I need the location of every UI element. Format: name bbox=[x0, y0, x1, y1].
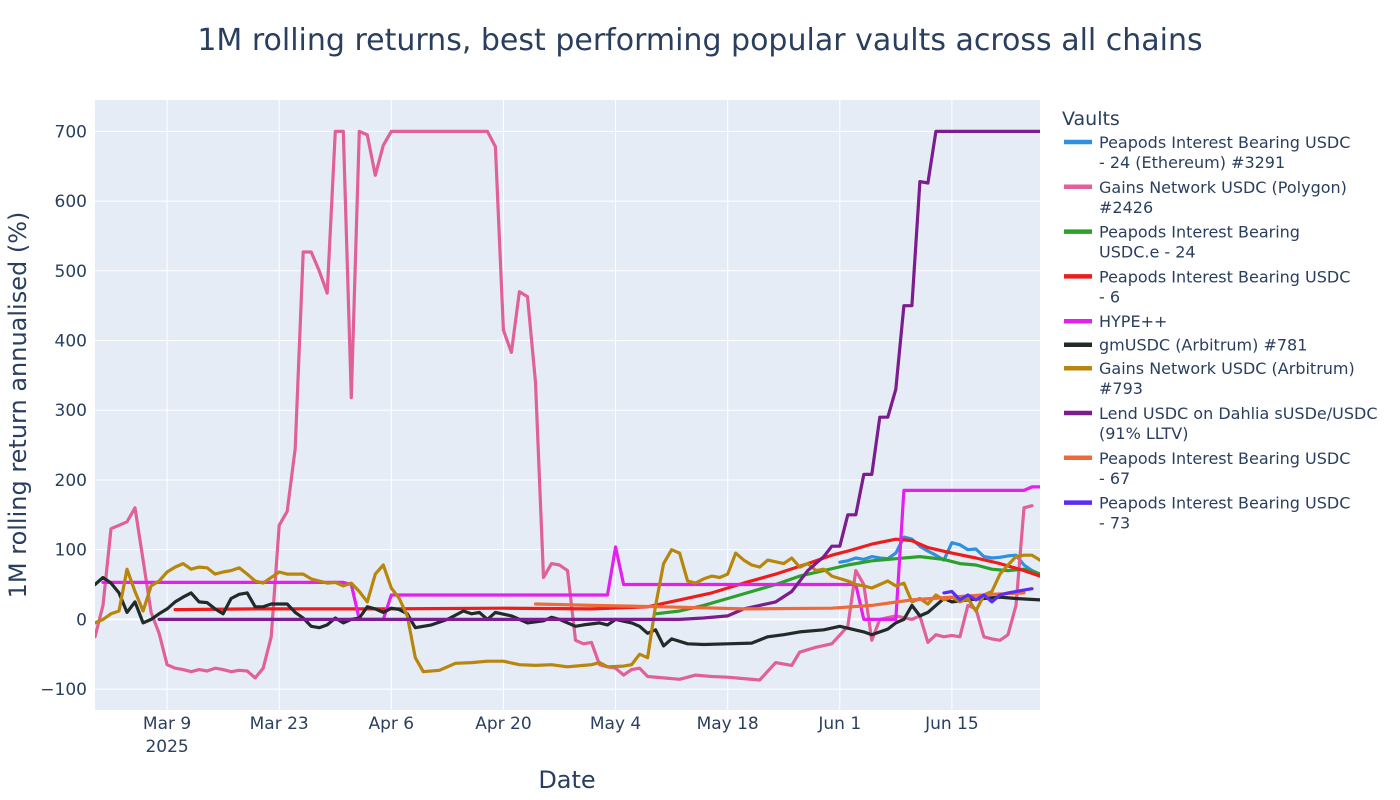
x-tick-label: Mar 23 bbox=[250, 714, 309, 734]
legend-label: USDC.e - 24 bbox=[1099, 243, 1196, 262]
legend[interactable]: Vaults Peapods Interest Bearing USDC- 24… bbox=[1062, 108, 1377, 533]
series-line-10 bbox=[942, 587, 1034, 604]
y-tick-label: −100 bbox=[40, 680, 87, 700]
y-tick-label: 700 bbox=[55, 122, 87, 142]
y-axis-ticks: −100 0 100 200 300 400 500 600 700 bbox=[40, 122, 87, 700]
legend-label: - 24 (Ethereum) #3291 bbox=[1099, 153, 1285, 172]
x-tick-label: May 18 bbox=[697, 714, 759, 734]
series-line-5 bbox=[101, 485, 1040, 621]
legend-label: - 6 bbox=[1099, 287, 1120, 306]
y-tick-label: 400 bbox=[55, 332, 87, 352]
legend-label: Peapods Interest Bearing bbox=[1099, 223, 1300, 242]
series-line-8 bbox=[157, 129, 1040, 621]
legend-item[interactable]: gmUSDC (Arbitrum) #781 bbox=[1064, 336, 1307, 355]
y-tick-label: 500 bbox=[55, 262, 87, 282]
y-tick-label: 300 bbox=[55, 401, 87, 421]
series-line-6 bbox=[95, 575, 1040, 648]
y-axis-title: 1M rolling return annualised (%) bbox=[4, 212, 32, 599]
legend-label: #2426 bbox=[1099, 198, 1153, 217]
legend-label: Gains Network USDC (Arbitrum) bbox=[1099, 359, 1355, 378]
legend-label: #793 bbox=[1099, 379, 1143, 398]
legend-label: - 67 bbox=[1099, 469, 1130, 488]
x-axis-title: Date bbox=[538, 766, 595, 794]
x-tick-label: Jun 15 bbox=[924, 714, 979, 734]
x-tick-label: Apr 6 bbox=[368, 714, 414, 734]
chart-title: 1M rolling returns, best performing popu… bbox=[197, 23, 1202, 58]
legend-label: Peapods Interest Bearing USDC bbox=[1099, 449, 1350, 468]
x-axis-ticks: Mar 9 2025 Mar 23 Apr 6 Apr 20 May 4 May 18 Jun… bbox=[143, 714, 979, 757]
series-line-3 bbox=[654, 555, 1040, 616]
legend-label: gmUSDC (Arbitrum) #781 bbox=[1099, 336, 1307, 355]
x-tick-label: May 4 bbox=[590, 714, 641, 734]
legend-item[interactable]: Lend USDC on Dahlia sUSDe/USDC(91% LLTV) bbox=[1064, 404, 1377, 443]
y-tick-label: 100 bbox=[55, 541, 87, 561]
x-tick-year-label: 2025 bbox=[145, 737, 188, 757]
y-tick-label: 0 bbox=[76, 610, 87, 630]
x-tick-label: Mar 9 bbox=[143, 714, 191, 734]
legend-label: HYPE++ bbox=[1099, 312, 1167, 331]
y-tick-label: 200 bbox=[55, 471, 87, 491]
legend-item[interactable]: HYPE++ bbox=[1064, 312, 1167, 331]
legend-label: Peapods Interest Bearing USDC bbox=[1099, 494, 1350, 513]
legend-item[interactable]: Peapods Interest Bearing USDC- 73 bbox=[1064, 494, 1350, 533]
legend-title: Vaults bbox=[1062, 108, 1120, 130]
legend-item[interactable]: Peapods Interest Bearing USDC- 67 bbox=[1064, 449, 1350, 488]
legend-label: Lend USDC on Dahlia sUSDe/USDC bbox=[1099, 404, 1377, 423]
series-lines bbox=[95, 129, 1040, 682]
y-tick-label: 600 bbox=[55, 192, 87, 212]
legend-label: Peapods Interest Bearing USDC bbox=[1099, 267, 1350, 286]
legend-label: Peapods Interest Bearing USDC bbox=[1099, 133, 1350, 152]
legend-item[interactable]: Gains Network USDC (Arbitrum)#793 bbox=[1064, 359, 1355, 398]
legend-item[interactable]: Peapods Interest Bearing USDC- 6 bbox=[1064, 267, 1350, 306]
x-tick-label: Apr 20 bbox=[475, 714, 531, 734]
legend-item[interactable]: Gains Network USDC (Polygon)#2426 bbox=[1064, 178, 1347, 217]
legend-label: (91% LLTV) bbox=[1099, 424, 1188, 443]
legend-item[interactable]: Peapods Interest Bearing USDC- 24 (Ether… bbox=[1064, 133, 1350, 172]
legend-label: Gains Network USDC (Polygon) bbox=[1099, 178, 1347, 197]
x-tick-label: Jun 1 bbox=[817, 714, 861, 734]
series-line-7 bbox=[95, 548, 1040, 674]
legend-label: - 73 bbox=[1099, 514, 1130, 533]
series-line-2 bbox=[95, 129, 1034, 682]
